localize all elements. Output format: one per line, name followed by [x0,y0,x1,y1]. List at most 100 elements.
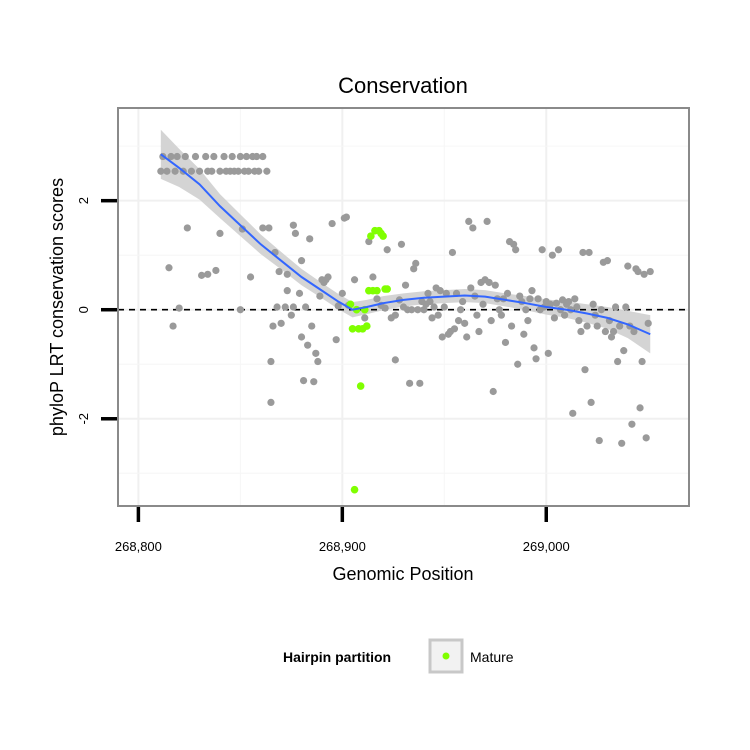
data-point-mature [348,325,357,333]
data-point [297,257,306,265]
data-point [465,217,473,226]
data-point [514,360,522,368]
data-point [255,167,263,175]
data-point [640,270,648,278]
data-point [383,246,391,254]
data-point [338,289,346,297]
data-point-mature [350,485,359,494]
data-point [238,225,246,233]
data-point [436,287,444,295]
data-point [269,322,277,330]
data-point [459,297,467,306]
data-point [297,333,306,341]
data-point [157,167,165,175]
data-point [516,292,524,300]
data-point [532,355,540,363]
data-point [503,289,512,297]
data-point [191,152,200,161]
data-point [646,267,654,276]
legend-key-mature-dot [442,652,450,660]
data-point [463,333,471,341]
data-point [324,273,332,281]
x-tick-label: 269,000 [523,539,570,554]
data-point [642,434,650,442]
data-point [183,224,191,232]
data-point [412,259,420,267]
data-point [636,404,644,412]
data-point [283,270,291,278]
data-point [198,271,206,279]
data-point-mature [373,286,381,295]
data-point [538,246,546,254]
data-point [510,240,518,248]
legend-title: Hairpin partition [283,649,391,665]
y-tick-label: 0 [76,306,91,313]
data-point [428,314,436,322]
y-axis: -2 0 2 [76,197,117,425]
data-point [618,439,626,447]
data-point [210,152,218,161]
data-point [414,306,422,314]
data-point [287,311,295,319]
data-point [299,377,308,385]
data-point [312,349,320,357]
data-point [304,341,312,349]
data-point [522,306,530,314]
data-point [430,303,438,311]
data-point [195,167,204,175]
data-point [289,221,297,229]
data-point [526,295,534,303]
data-point [589,300,597,308]
x-tick-label: 268,800 [115,539,162,554]
data-point [171,167,179,175]
data-point [628,420,636,428]
smooth-line [160,153,651,336]
data-point [581,366,589,374]
data-point [373,295,381,303]
legend-label-mature: Mature [470,649,514,665]
data-point [561,311,569,319]
y-tick-label: -2 [76,413,91,425]
data-point [420,306,428,314]
data-point [308,322,316,330]
data-point [391,356,399,364]
data-point [573,303,581,311]
data-point-mature [367,232,375,240]
data-point [550,314,559,322]
data-point [173,152,181,161]
data-point-mature [379,232,387,240]
data-point [406,379,414,387]
data-point [487,317,495,325]
data-point [242,152,251,161]
data-point [569,409,577,417]
data-point [342,213,350,221]
data-point [381,304,389,312]
x-tick-label: 268,900 [319,539,366,554]
plot-area [118,129,689,494]
data-point [306,235,314,243]
data-point [167,152,175,161]
data-point [259,224,267,232]
data-point [410,265,418,273]
data-point [401,281,410,289]
data-point [552,299,561,307]
data-point [236,306,244,314]
data-point [228,152,236,161]
data-point [479,300,487,308]
data-point [583,322,591,330]
data-point [181,152,189,161]
data-point [587,398,595,407]
data-point-mature [383,285,391,293]
legend: Hairpin partition Mature [283,638,514,674]
data-point [163,167,171,175]
x-axis-title: Genomic Position [332,564,473,584]
data-point [332,336,340,344]
legend-key-box [428,638,464,674]
data-point [601,327,609,336]
data-point [630,327,638,336]
chart-title: Conservation [338,73,468,98]
data-point-mature [362,322,371,330]
data-point [187,167,196,175]
data-point [485,278,493,287]
data-point [461,319,469,327]
